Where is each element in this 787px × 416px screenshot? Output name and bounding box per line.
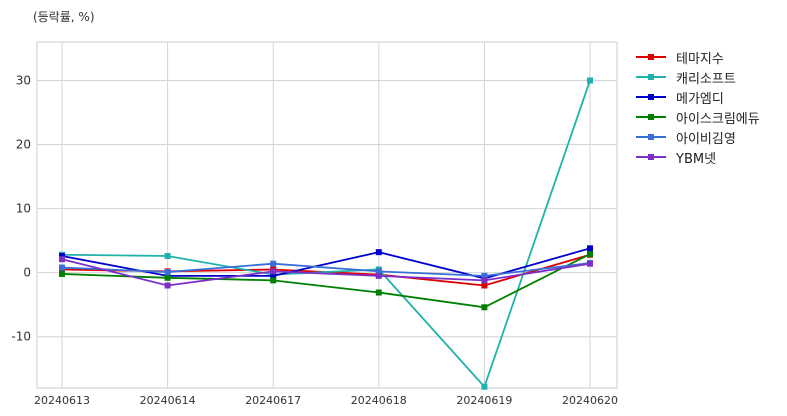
x-tick-label: 20240617 bbox=[245, 394, 301, 407]
series-point bbox=[164, 274, 171, 281]
series-point bbox=[59, 264, 65, 271]
series-line bbox=[61, 262, 591, 277]
series-point bbox=[587, 260, 593, 267]
series-point bbox=[481, 277, 488, 284]
x-tick-label: 20240613 bbox=[34, 394, 90, 407]
plot-area bbox=[36, 41, 618, 389]
series-point bbox=[587, 245, 593, 252]
legend-item: 아이스크림에듀 bbox=[636, 107, 760, 127]
series-point bbox=[270, 260, 277, 267]
series-point bbox=[270, 272, 277, 279]
legend-item: 테마지수 bbox=[636, 47, 760, 67]
legend-item: YBM넷 bbox=[636, 147, 760, 167]
series-point bbox=[164, 253, 171, 260]
series-point bbox=[375, 272, 382, 279]
series-point bbox=[587, 77, 593, 84]
legend-label: 아이비김영 bbox=[676, 131, 736, 147]
legend-swatch bbox=[636, 72, 666, 82]
legend-item: 아이비김영 bbox=[636, 127, 760, 147]
legend-swatch bbox=[636, 132, 666, 142]
legend-item: 캐리소프트 bbox=[636, 67, 760, 87]
y-tick-label: 20 bbox=[16, 138, 31, 152]
series-line bbox=[61, 80, 591, 388]
legend-item: 메가엠디 bbox=[636, 87, 760, 107]
legend-label: 테마지수 bbox=[676, 51, 724, 67]
unit-label: (등락률, %) bbox=[33, 10, 95, 24]
series-point bbox=[375, 249, 382, 256]
series-line bbox=[61, 253, 591, 309]
legend-label: 아이스크림에듀 bbox=[676, 111, 760, 127]
legend-swatch bbox=[636, 52, 666, 62]
series-point bbox=[481, 272, 488, 279]
series-point bbox=[164, 269, 171, 276]
legend-label: 메가엠디 bbox=[676, 91, 724, 107]
series-point bbox=[587, 251, 593, 258]
series-point bbox=[481, 304, 488, 311]
legend-label: YBM넷 bbox=[676, 151, 717, 167]
x-tick-label: 20240620 bbox=[562, 394, 618, 407]
y-tick-label: 30 bbox=[16, 73, 31, 87]
x-tick-label: 20240618 bbox=[351, 394, 407, 407]
series-point bbox=[59, 270, 65, 277]
y-tick-label: -10 bbox=[11, 330, 31, 344]
series-point bbox=[270, 268, 277, 275]
series-point bbox=[375, 268, 382, 275]
legend-swatch bbox=[636, 92, 666, 102]
y-tick-label: 0 bbox=[23, 266, 31, 280]
series-point bbox=[59, 256, 65, 263]
x-tick-label: 20240614 bbox=[140, 394, 196, 407]
series-point bbox=[164, 282, 171, 289]
series-point bbox=[481, 383, 488, 390]
legend-swatch bbox=[636, 152, 666, 162]
series-point bbox=[481, 282, 488, 289]
series-point bbox=[270, 277, 277, 284]
x-tick-label: 20240619 bbox=[456, 394, 512, 407]
legend-label: 캐리소프트 bbox=[676, 71, 736, 87]
series-line bbox=[61, 258, 591, 287]
legend-swatch bbox=[636, 112, 666, 122]
series-point bbox=[59, 253, 65, 260]
y-tick-label: 10 bbox=[16, 202, 31, 216]
series-point bbox=[375, 289, 382, 296]
